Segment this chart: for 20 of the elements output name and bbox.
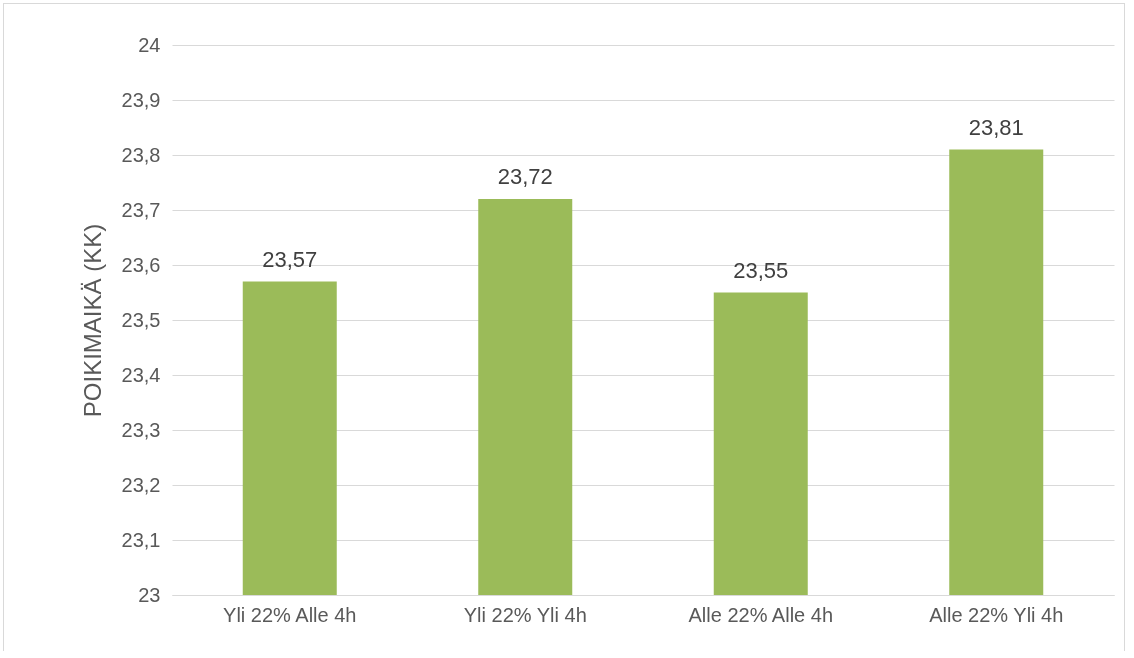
y-tick-label: 23,4 <box>121 363 161 386</box>
y-tick-label: 23,8 <box>121 143 161 166</box>
y-tick-label: 23 <box>138 583 161 606</box>
data-label: 23,55 <box>733 257 789 283</box>
y-axis-title: POIKIMAIKÄ (KK) <box>78 223 106 418</box>
y-tick-label: 23,3 <box>121 418 161 441</box>
y-tick-label: 23,9 <box>121 88 161 111</box>
data-label: 23,72 <box>497 164 553 189</box>
x-tick-label: Yli 22% Yli 4h <box>463 603 587 626</box>
y-tick-label: 23,7 <box>121 198 161 221</box>
y-tick-label: 23,2 <box>121 473 161 496</box>
y-tick-label: 24 <box>138 33 161 56</box>
y-tick-label: 23,1 <box>121 528 161 551</box>
x-tick-label: Alle 22% Alle 4h <box>688 603 834 626</box>
x-tick-label: Yli 22% Alle 4h <box>223 603 357 626</box>
data-label: 23,57 <box>262 246 318 272</box>
y-tick-label: 23,6 <box>121 253 161 276</box>
x-tick-label: Alle 22% Yli 4h <box>929 603 1064 626</box>
data-label: 23,81 <box>968 114 1024 140</box>
y-tick-label: 23,5 <box>121 308 161 331</box>
